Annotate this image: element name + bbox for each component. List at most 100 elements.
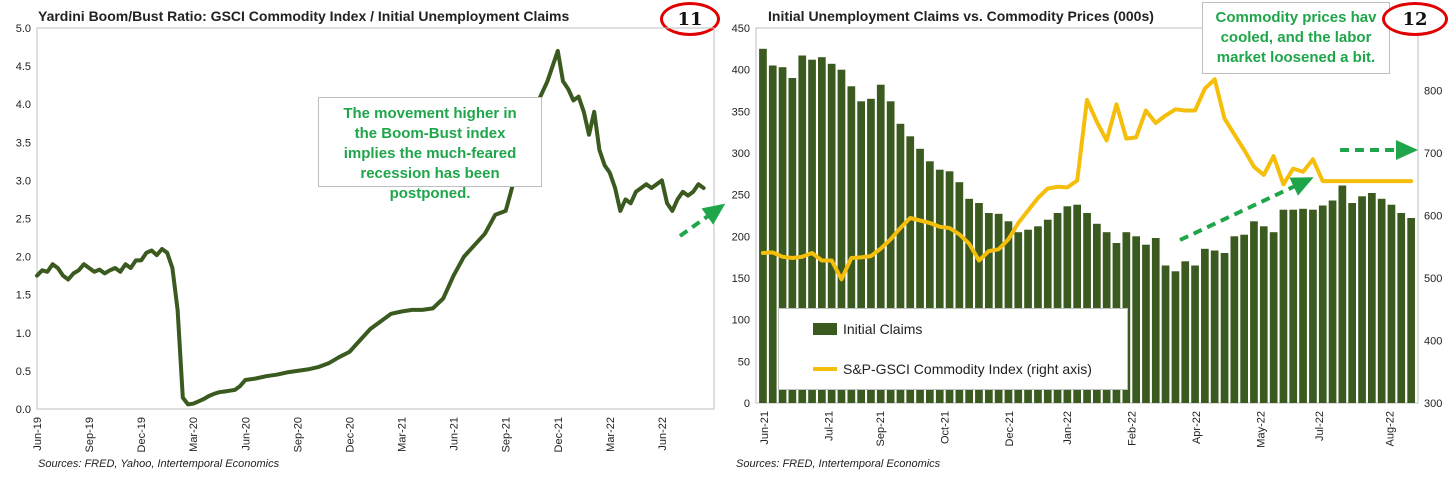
legend-swatch-line (813, 367, 837, 371)
left-trend-arrow-head (701, 203, 726, 225)
claims-bar (867, 98, 875, 404)
right-x-tick-label: Aug-22 (1385, 411, 1397, 446)
left-y-tick-label: 2.0 (16, 252, 31, 264)
left-annotation-line-4: recession has been (360, 165, 500, 182)
right-y-tick-label: 300 (732, 148, 750, 160)
left-y-tick-label: 4.0 (16, 99, 31, 111)
claims-bar (945, 171, 954, 403)
left-y-tick-label: 4.5 (16, 61, 31, 73)
claims-bar (1387, 204, 1396, 403)
legend-label-initial-claims: Initial Claims (843, 321, 923, 337)
left-chart-title: Yardini Boom/Bust Ratio: GSCI Commodity … (38, 8, 570, 24)
left-y-tick-label: 1.0 (16, 328, 31, 340)
right-x-tick-label: Jun-21 (759, 411, 771, 445)
left-x-tick-label: Dec-21 (553, 417, 565, 452)
left-y-tick-label: 0.0 (16, 404, 31, 416)
left-chart-panel: Yardini Boom/Bust Ratio: GSCI Commodity … (0, 0, 726, 477)
claims-bar (1338, 185, 1347, 403)
claims-bar (798, 55, 807, 403)
left-chart-source: Sources: FRED, Yahoo, Intertemporal Econ… (38, 458, 280, 470)
left-y-tick-label: 3.5 (16, 137, 31, 149)
right-x-tick-label: May-22 (1256, 411, 1268, 448)
claims-bar (1407, 218, 1415, 403)
claims-bar (788, 78, 797, 403)
right-y-tick-label: 50 (738, 356, 750, 368)
claims-bar (1397, 213, 1406, 403)
claims-bar (1259, 226, 1268, 403)
claims-bar (1073, 204, 1081, 403)
right-x-tick-label: Dec-21 (1004, 411, 1016, 446)
right-x-tick-label: Oct-21 (940, 411, 952, 444)
claims-bar (857, 101, 865, 404)
right-chart-legend: Initial Claims S&P-GSCI Commodity Index … (778, 308, 1128, 390)
right-y-tick-label: 400 (732, 65, 750, 77)
claims-bar (1348, 203, 1356, 403)
right-chart-title: Initial Unemployment Claims vs. Commodit… (768, 8, 1154, 24)
claims-bar (1368, 193, 1376, 403)
right-trend-arrow-claims-head (1289, 177, 1314, 196)
left-x-tick-label: Dec-19 (136, 417, 148, 452)
left-x-tick-label: Mar-21 (397, 417, 409, 452)
right-y2-tick-label: 400 (1424, 336, 1442, 348)
right-y2-tick-label: 800 (1424, 86, 1442, 98)
left-x-tick-label: Jun-21 (449, 417, 461, 451)
right-y-tick-label: 350 (732, 106, 750, 118)
left-annotation-line-2: the Boom-Bust index (354, 125, 506, 142)
claims-bar (827, 63, 836, 404)
legend-swatch-bar (813, 323, 837, 335)
right-x-tick-label: Jul-22 (1314, 411, 1326, 441)
claims-bar (1210, 250, 1219, 403)
right-y-tick-label: 200 (732, 231, 750, 243)
claims-bar (1142, 244, 1150, 403)
right-y-tick-label: 450 (732, 23, 750, 35)
right-trend-arrow-commodity-head (1396, 140, 1418, 160)
claims-bar (1063, 206, 1072, 403)
claims-bar (759, 48, 767, 404)
right-annotation-box: Commodity prices hav cooled, and the lab… (1202, 2, 1390, 74)
right-y-tick-label: 250 (732, 190, 750, 202)
claims-bar (1171, 271, 1180, 403)
claims-bar (1220, 253, 1229, 403)
claims-bar (1377, 198, 1386, 403)
left-annotation-line-1: The movement higher in (343, 105, 517, 122)
right-trend-arrow-claims-shaft (1179, 177, 1311, 242)
claims-bar (1358, 196, 1366, 403)
claims-bar (926, 161, 934, 403)
left-x-tick-label: Jun-19 (32, 417, 44, 451)
claims-bar (818, 57, 826, 403)
right-x-tick-label: Feb-22 (1127, 411, 1139, 446)
claims-bar (1201, 248, 1209, 403)
left-x-tick-label: Sep-20 (292, 417, 304, 452)
right-y2-tick-label: 300 (1424, 398, 1442, 410)
right-y2-tick-label: 500 (1424, 273, 1442, 285)
left-chart-svg: 0.0 0.5 1.0 1.5 2.0 2.5 3.0 3.5 4.0 4.5 5.0 Jun-19 S… (16, 23, 726, 452)
claims-bar (1240, 234, 1248, 403)
legend-item-initial-claims: Initial Claims (813, 321, 922, 337)
right-x-tick-label: Apr-22 (1191, 411, 1203, 444)
left-x-tick-label: Sep-21 (501, 417, 513, 452)
right-y2-tick-label: 600 (1424, 211, 1442, 223)
left-annotation-line-3: implies the much-feared (343, 145, 517, 162)
right-annotation-line-1: Commodity prices hav (1215, 9, 1377, 26)
claims-bar (1318, 205, 1327, 403)
claims-bar (955, 182, 964, 403)
claims-bar (906, 136, 915, 404)
legend-item-gsci: S&P-GSCI Commodity Index (right axis) (813, 361, 1092, 377)
right-x-tick-label: Jan-22 (1062, 411, 1074, 445)
claims-bar (837, 69, 846, 403)
claims-bar (1279, 209, 1288, 403)
claims-bar (876, 84, 885, 403)
left-plot-area (36, 27, 715, 410)
claims-bar (778, 67, 787, 403)
left-annotation-line-5: postponed. (389, 185, 471, 202)
left-y-tick-label: 1.5 (16, 290, 31, 302)
left-y-tick-label: 2.5 (16, 214, 31, 226)
right-annotation-line-3: market loosened a bit. (1216, 49, 1376, 66)
claims-bar (886, 101, 895, 404)
claims-bar (1289, 209, 1298, 403)
left-trend-arrow-shaft (678, 204, 724, 238)
claims-bar (847, 86, 856, 404)
left-x-tick-label: Mar-22 (605, 417, 617, 452)
claims-bar (768, 65, 777, 403)
claims-bar (1151, 238, 1160, 403)
